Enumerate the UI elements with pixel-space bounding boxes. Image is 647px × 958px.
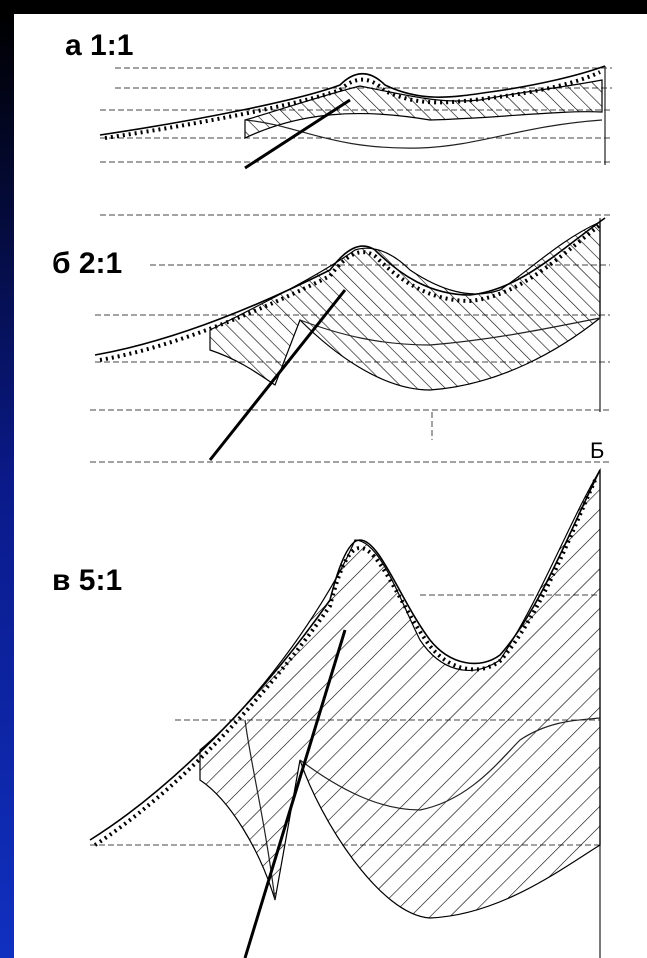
- side-bar: [0, 14, 14, 958]
- panel-c: в 5:1 Б: [52, 438, 604, 958]
- layer: [209, 221, 601, 391]
- panel-label: а 1:1: [65, 29, 133, 62]
- panel-label: в 5:1: [52, 564, 122, 597]
- panel-b: б 2:1: [52, 214, 610, 463]
- point-label: Б: [590, 438, 604, 463]
- panel-label: б 2:1: [52, 247, 122, 280]
- layer: [199, 467, 601, 919]
- panel-a: а 1:1: [65, 29, 612, 170]
